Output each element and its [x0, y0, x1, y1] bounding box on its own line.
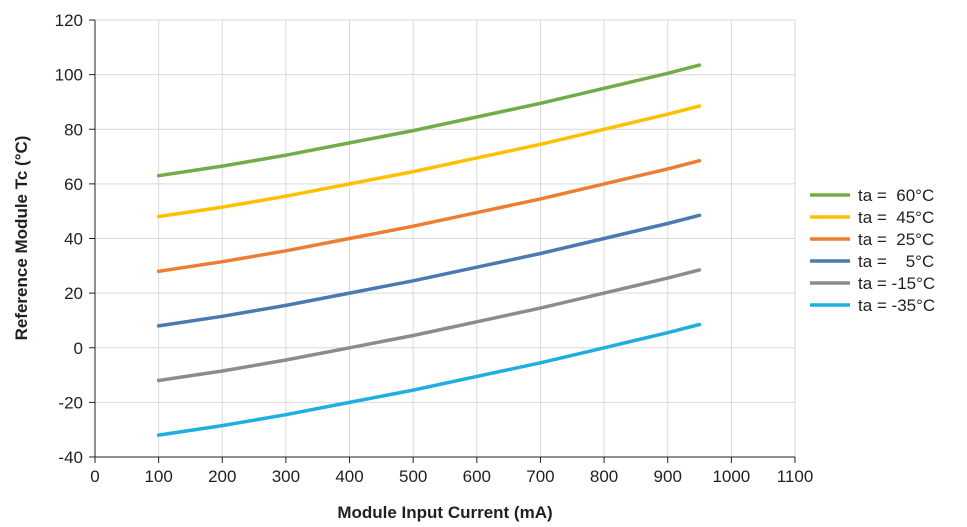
series-line-1: [156, 63, 702, 178]
y-tick-label: 20: [64, 284, 83, 303]
series-line-4: [156, 213, 702, 328]
y-tick-label: 40: [64, 230, 83, 249]
legend: ta = 60°C ta = 45°C ta = 25°C ta = 5°C ta = …: [810, 186, 935, 315]
y-tick-labels: -40 -20 0 20 40 60 80 100 120: [55, 11, 83, 467]
y-tick-label: -40: [58, 448, 83, 467]
x-tick-label: 900: [654, 467, 682, 486]
x-tick-label: 700: [526, 467, 554, 486]
x-tick-label: 600: [463, 467, 491, 486]
legend-label: ta = 60°C: [858, 186, 934, 205]
x-tick-label: 1100: [777, 467, 814, 486]
legend-label: ta = -15°C: [858, 274, 935, 293]
series-line-3: [156, 158, 702, 274]
axes: [89, 19, 796, 463]
y-tick-label: -20: [58, 393, 83, 412]
x-tick-label: 800: [590, 467, 618, 486]
x-tick-label: 400: [335, 467, 363, 486]
legend-label: ta = 45°C: [858, 208, 934, 227]
y-axis-title: Reference Module Tc (°C): [12, 136, 31, 341]
legend-label: ta = 5°C: [858, 252, 934, 271]
x-tick-label: 0: [90, 467, 99, 486]
series-line-5: [156, 268, 702, 383]
series-line-2: [156, 104, 702, 219]
x-tick-label: 100: [144, 467, 172, 486]
legend-label: ta = -35°C: [858, 296, 935, 315]
x-tick-label: 300: [272, 467, 300, 486]
x-tick-label: 1000: [712, 467, 750, 486]
y-tick-label: 100: [55, 66, 83, 85]
x-tick-labels: 0 100 200 300 400 500 600 700 800 900 1000 1100: [90, 467, 813, 486]
x-tick-label: 200: [208, 467, 236, 486]
y-tick-label: 60: [64, 175, 83, 194]
x-tick-label: 500: [399, 467, 427, 486]
series-line-6: [156, 322, 702, 437]
y-tick-label: 120: [55, 11, 83, 30]
y-tick-label: 0: [74, 339, 83, 358]
grid: [95, 19, 796, 458]
x-axis-title: Module Input Current (mA): [337, 503, 552, 522]
series-lines: [156, 63, 702, 437]
y-tick-label: 80: [64, 120, 83, 139]
legend-label: ta = 25°C: [858, 230, 934, 249]
